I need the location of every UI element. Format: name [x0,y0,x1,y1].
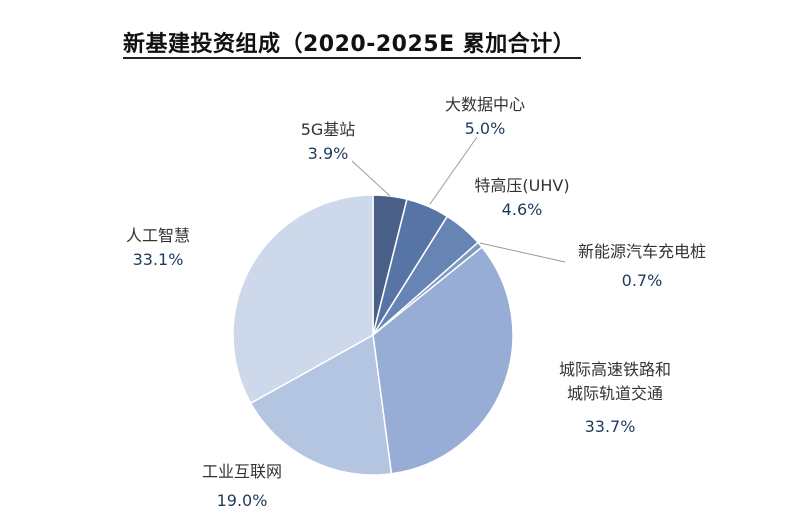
title-underline [123,57,581,59]
slice-label-5g: 5G基站 3.9% [301,118,356,166]
leader-line-bigdata [429,136,478,205]
label-percent: 33.7% [584,417,636,436]
label-name-line-1: 城际高速铁路和 [558,360,672,379]
label-percent: 5.0% [464,119,506,138]
chart-title: 新基建投资组成（2020-2025E 累加合计） [123,32,576,57]
leader-line-5g [351,160,391,197]
label-name: 工业互联网 [201,462,283,481]
label-name: 新能源汽车充电桩 [577,242,707,261]
label-name: 5G基站 [300,120,356,139]
slice-label-bigdata: 大数据中心 5.0% [445,93,525,141]
label-name-line-2: 城际轨道交通 [566,384,664,403]
label-percent: 3.9% [307,144,349,163]
slice-label-intercity-rail: 城际高速铁路和 城际轨道交通 33.7% [559,358,671,439]
slice-label-industrial-internet: 工业互联网 19.0% [202,457,282,515]
slice-label-uhv: 特高压(UHV) 4.6% [474,174,569,222]
slice-label-ev-charging: 新能源汽车充电桩 0.7% [578,237,706,295]
label-percent: 19.0% [216,491,268,510]
label-percent: 0.7% [621,271,663,290]
pie-slice-6 [232,194,374,405]
label-percent: 33.1% [132,250,184,269]
leader-line-ev-charging [479,242,566,263]
label-name: 特高压(UHV) [474,176,570,195]
label-name: 人工智慧 [125,226,191,245]
label-percent: 4.6% [501,200,543,219]
pie-slice-5 [249,333,393,476]
slice-label-ai: 人工智慧 33.1% [126,224,190,272]
pie-slice-4 [372,246,514,475]
label-name: 大数据中心 [444,95,526,114]
